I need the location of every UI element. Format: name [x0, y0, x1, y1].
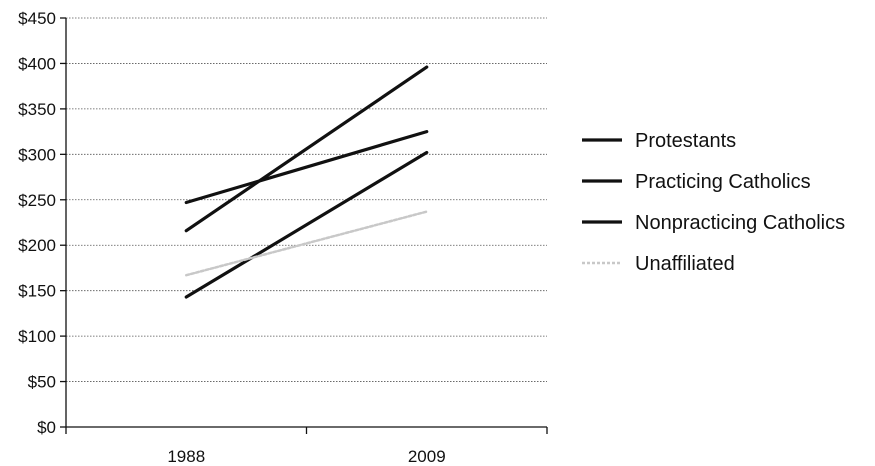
y-tick-label: $0 — [37, 418, 56, 437]
y-tick-label: $150 — [18, 282, 56, 301]
series-lines — [184, 65, 429, 299]
series-line-practicing-catholics — [184, 130, 429, 205]
legend-label-nonpracticing-catholics: Nonpracticing Catholics — [635, 212, 845, 234]
y-tick-label: $50 — [28, 373, 56, 392]
legend-label-protestants: Protestants — [635, 130, 736, 152]
legend-label-practicing-catholics: Practicing Catholics — [635, 171, 811, 193]
x-tick-label: 2009 — [408, 447, 446, 466]
axes — [60, 17, 548, 434]
legend: Protestants Practicing Catholics Nonpracti… — [582, 130, 845, 275]
x-axis-tick-labels: 1988 2009 — [167, 447, 445, 466]
y-axis-tick-labels: $0 $50 $100 $150 $200 $250 $300 $350 $400 $450 — [18, 9, 56, 437]
y-tick-label: $250 — [18, 191, 56, 210]
series-line-unaffiliated — [185, 210, 428, 277]
x-tick-label: 1988 — [167, 447, 205, 466]
y-tick-label: $350 — [18, 100, 56, 119]
y-tick-label: $450 — [18, 9, 56, 28]
gridlines — [66, 17, 547, 382]
legend-label-unaffiliated: Unaffiliated — [635, 253, 735, 275]
y-tick-label: $200 — [18, 236, 56, 255]
y-tick-label: $100 — [18, 327, 56, 346]
series-line-protestants — [184, 65, 429, 233]
series-line-nonpracticing-catholics — [184, 150, 429, 299]
y-tick-label: $300 — [18, 145, 56, 164]
y-tick-label: $400 — [18, 54, 56, 73]
